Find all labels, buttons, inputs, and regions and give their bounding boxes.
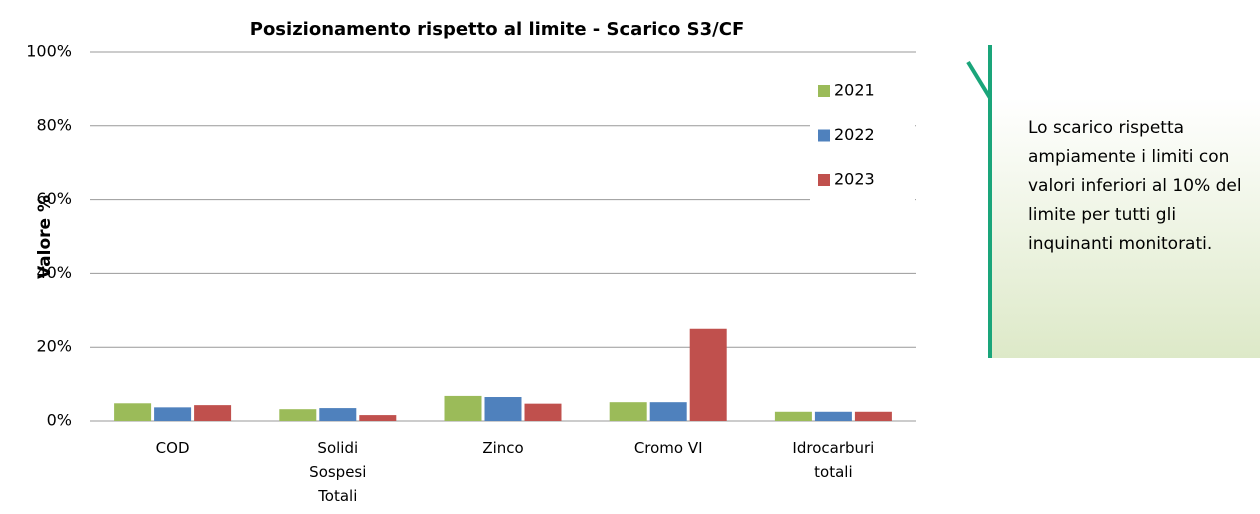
bar [319, 408, 357, 421]
legend-label: 2021 [834, 81, 875, 100]
callout-box [990, 98, 1260, 358]
bar [609, 402, 647, 421]
chart-title: Posizionamento rispetto al limite - Scar… [250, 19, 745, 40]
legend-swatch [818, 129, 830, 142]
x-tick-label: Zinco [482, 439, 524, 457]
legend-swatch [818, 174, 830, 186]
y-axis-label: Valore % [35, 195, 55, 279]
bar [689, 328, 727, 421]
bar [649, 402, 687, 421]
bar [114, 403, 152, 421]
bar [484, 397, 522, 421]
y-tick-label: 0% [47, 411, 72, 430]
bar [444, 395, 482, 421]
callout-text: Lo scarico rispetta ampiamente i limiti … [1028, 118, 1242, 254]
x-tick-label: Solidi Sospesi Totali [309, 439, 367, 505]
legend-swatch [818, 85, 830, 97]
y-tick-label: 40% [36, 263, 72, 282]
x-tick-label: Idrocarburi totali [792, 439, 875, 481]
bar [279, 409, 317, 421]
y-tick-label: 100% [26, 42, 72, 61]
bar [359, 415, 397, 421]
bar [814, 411, 852, 421]
legend-label: 2023 [834, 170, 875, 189]
bar [854, 411, 892, 421]
y-tick-label: 60% [36, 189, 72, 208]
callout-pointer [966, 60, 992, 100]
y-tick-label: 20% [36, 337, 72, 356]
x-tick-label: Cromo VI [633, 439, 703, 457]
bar [774, 411, 812, 421]
x-tick-label: COD [155, 439, 190, 457]
legend-label: 2022 [834, 125, 875, 144]
bar [194, 405, 232, 421]
bar [524, 403, 562, 421]
y-tick-label: 80% [36, 115, 72, 134]
bar [154, 407, 192, 421]
